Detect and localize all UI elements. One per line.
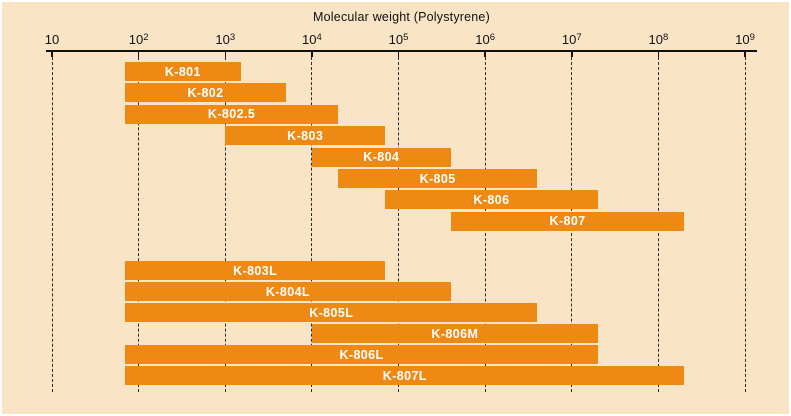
tick-label-base: 10 (648, 32, 663, 47)
x-axis-tick-label: 104 (302, 32, 322, 47)
chart-title: Molecular weight (Polystyrene) (313, 10, 490, 24)
x-axis-tick (137, 52, 140, 57)
tick-label-base: 10 (561, 32, 577, 47)
tick-label-base: 10 (301, 32, 317, 47)
x-axis-line (46, 50, 757, 52)
range-bar-k-807l: K-807L (125, 366, 685, 385)
range-bar-k-802: K-802 (125, 83, 286, 103)
tick-label-exponent: 8 (662, 32, 669, 43)
x-axis-tick-label: 10 (45, 32, 59, 47)
tick-label-exponent: 9 (749, 32, 755, 43)
bar-label: K-803L (233, 263, 278, 278)
x-axis-tick (311, 52, 313, 57)
tick-label-exponent: 4 (316, 32, 322, 43)
range-bar-k-804: K-804 (311, 147, 451, 167)
x-axis-tick (657, 52, 660, 57)
tick-label-exponent: 2 (143, 32, 149, 43)
tick-label-base: 10 (475, 32, 490, 47)
bar-label: K-802 (187, 85, 224, 100)
bar-label: K-807L (382, 368, 427, 383)
x-axis-tick-label: 107 (562, 32, 582, 47)
tick-label-exponent: 6 (489, 32, 496, 43)
x-axis-tick (744, 52, 746, 57)
tick-label-exponent: 5 (403, 32, 409, 43)
tick-label-base: 10 (388, 32, 404, 47)
range-bar-k-805: K-805 (337, 169, 538, 188)
bar-label: K-803 (287, 128, 324, 143)
decade-gridline (311, 57, 313, 392)
decade-gridline (224, 57, 226, 392)
x-axis-tick (484, 52, 486, 57)
x-axis-tick-label: 106 (475, 32, 495, 47)
range-bar-k-806m: K-806M (311, 324, 598, 343)
bar-label: K-806 (473, 192, 510, 207)
bar-label: K-805L (309, 305, 354, 320)
range-bar-k-807: K-807 (450, 211, 685, 231)
bar-label: K-807 (549, 214, 586, 229)
x-axis-tick-label: 103 (215, 32, 235, 47)
bar-label: K-805 (419, 171, 456, 186)
x-axis-tick-label: 105 (389, 32, 409, 47)
range-bar-k-804l: K-804L (125, 282, 451, 301)
range-bar-k-802.5: K-802.5 (125, 104, 338, 124)
range-bar-k-801: K-801 (125, 62, 241, 81)
tick-label-base: 10 (44, 32, 60, 47)
x-axis-tick (571, 52, 573, 57)
x-axis-tick (51, 52, 53, 57)
x-axis-tick (397, 52, 400, 57)
range-bar-k-803l: K-803L (125, 261, 386, 280)
bar-label: K-806L (339, 347, 384, 362)
x-axis-tick-label: 102 (129, 32, 149, 47)
tick-label-base: 10 (215, 32, 230, 47)
tick-label-exponent: 7 (576, 32, 582, 43)
bar-label: K-802.5 (207, 107, 256, 122)
bar-label: K-806M (431, 326, 479, 341)
tick-label-exponent: 3 (229, 32, 236, 43)
bar-label: K-804L (265, 284, 310, 299)
x-axis-tick-label: 109 (735, 32, 755, 47)
decade-gridline (398, 57, 399, 392)
tick-label-base: 10 (128, 32, 144, 47)
tick-label-base: 10 (735, 32, 750, 47)
bar-label: K-804 (363, 150, 400, 165)
bar-label: K-801 (164, 64, 201, 79)
range-bar-k-803: K-803 (225, 126, 386, 146)
range-bar-k-806l: K-806L (125, 345, 598, 364)
x-axis-tick (224, 52, 226, 57)
decade-gridline (744, 57, 746, 392)
range-bar-k-806: K-806 (385, 190, 598, 210)
decade-gridline (138, 57, 140, 392)
x-axis-tick-label: 108 (648, 32, 668, 47)
range-bar-k-805l: K-805L (125, 303, 538, 322)
decade-gridline (51, 57, 53, 392)
